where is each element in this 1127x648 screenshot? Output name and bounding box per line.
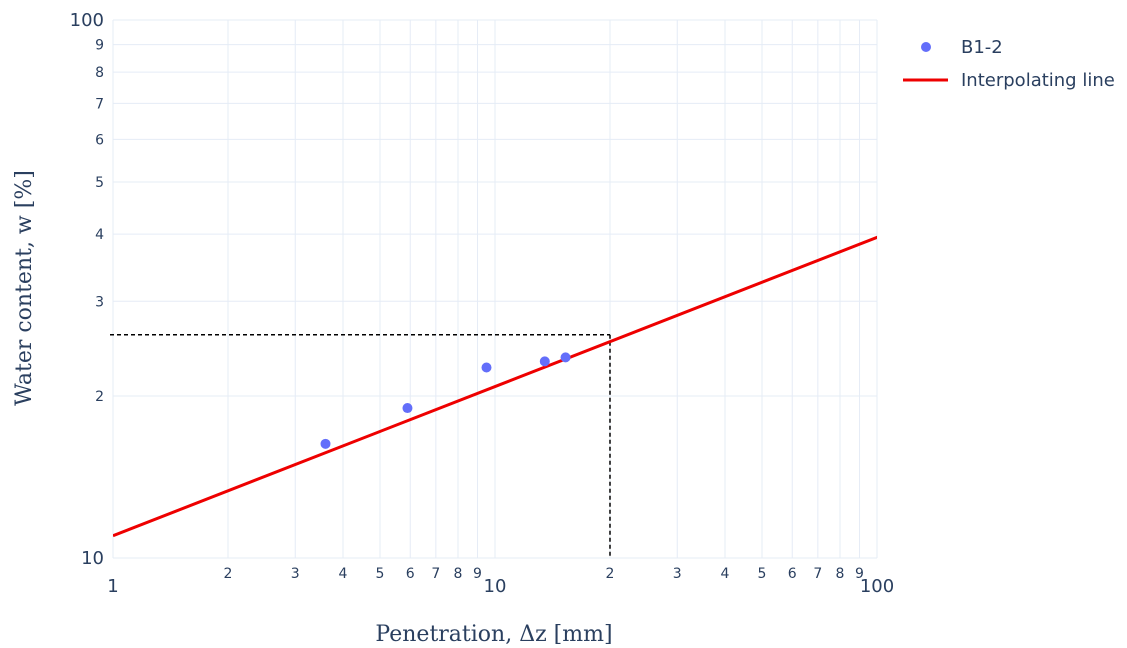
x-tick-labels: 2 3 4 5 6 7 8 9 2 3 4 5 6 7 8 91 10 100	[107, 566, 894, 597]
y-major-tick-label: 10	[81, 548, 104, 569]
x-minor-tick-label: 4	[339, 566, 348, 582]
x-minor-tick-label: 6	[406, 566, 415, 582]
y-axis-title: Water content, w [%]	[12, 170, 37, 406]
x-minor-tick-label: 9	[473, 566, 482, 582]
series-lines	[113, 235, 877, 538]
x-minor-tick-label: 7	[813, 566, 822, 582]
y-minor-tick-label: 2	[95, 389, 104, 405]
annotation-lines	[110, 333, 611, 558]
x-major-tick-label: 1	[107, 576, 118, 597]
x-minor-tick-label: 5	[758, 566, 767, 582]
data-point	[402, 403, 413, 414]
x-minor-tick-label: 2	[606, 566, 615, 582]
legend[interactable]: B1-2 Interpolating line	[903, 37, 1115, 91]
y-minor-tick-label: 8	[95, 65, 104, 81]
legend-label: B1-2	[961, 37, 1003, 58]
x-minor-tick-label: 4	[721, 566, 730, 582]
x-minor-tick-label: 2	[224, 566, 233, 582]
series-points	[320, 352, 571, 449]
y-minor-tick-label: 4	[95, 227, 104, 243]
y-minor-tick-label: 7	[95, 96, 104, 112]
data-point	[560, 352, 571, 363]
y-tick-labels: 2 3 4 5 6 7 8 9 10 100	[70, 10, 104, 569]
legend-label: Interpolating line	[961, 70, 1115, 91]
data-point	[320, 438, 331, 449]
y-minor-tick-label: 6	[95, 132, 104, 148]
interpolating-line	[113, 235, 877, 538]
legend-marker-swatch	[921, 42, 931, 52]
x-minor-tick-label: 7	[431, 566, 440, 582]
data-point	[539, 356, 550, 367]
x-minor-tick-label: 3	[673, 566, 682, 582]
y-major-tick-label: 100	[70, 10, 104, 31]
grid-lines	[112, 19, 878, 559]
x-minor-tick-label: 3	[291, 566, 300, 582]
x-minor-tick-label: 6	[788, 566, 797, 582]
y-minor-tick-label: 5	[95, 175, 104, 191]
x-minor-tick-label: 8	[454, 566, 463, 582]
x-minor-tick-label: 5	[376, 566, 385, 582]
x-minor-tick-label: 9	[855, 566, 864, 582]
data-point	[481, 362, 492, 373]
y-minor-tick-label: 9	[95, 38, 104, 54]
x-major-tick-label: 100	[860, 576, 894, 597]
x-major-tick-label: 10	[484, 576, 507, 597]
x-minor-tick-label: 8	[836, 566, 845, 582]
x-axis-title: Penetration, Δz [mm]	[375, 622, 612, 647]
y-minor-tick-label: 3	[95, 294, 104, 310]
